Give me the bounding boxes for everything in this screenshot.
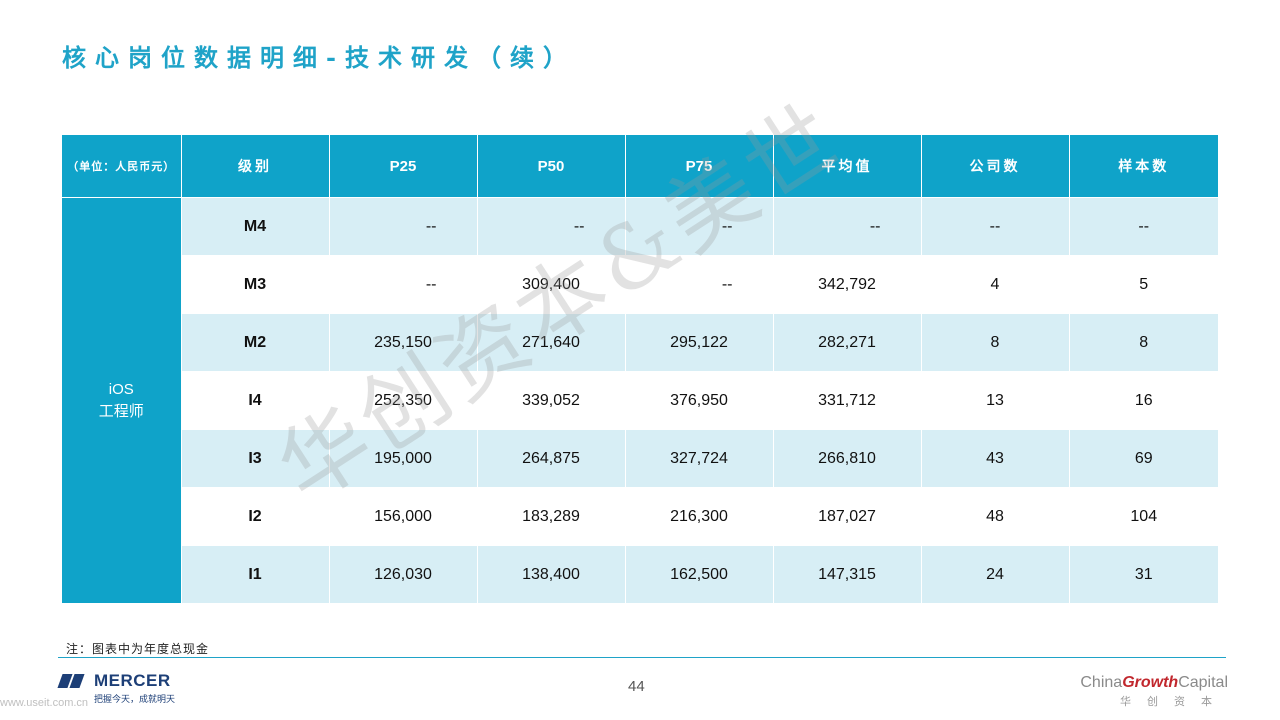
page-title: 核心岗位数据明细-技术研发（续） [62, 43, 576, 72]
cell-average: 342,792 [773, 255, 922, 314]
cell-average: 282,271 [773, 313, 922, 372]
cell-p50: 339,052 [477, 371, 626, 430]
header-p25: P25 [329, 135, 478, 198]
group-label-line2: 工程师 [98, 402, 144, 420]
cell-p75: 162,500 [625, 545, 774, 603]
cell-p75: 327,724 [625, 429, 774, 488]
cell-company-count: 43 [921, 429, 1070, 488]
cgc-prefix: China [1080, 674, 1123, 691]
footer-divider [58, 657, 1226, 658]
cell-sample-count: 8 [1069, 313, 1218, 372]
cell-p25: 195,000 [329, 429, 478, 488]
cgc-chinese-name: 华创资本 [1120, 695, 1228, 708]
cell-p25: 252,350 [329, 371, 478, 430]
cell-p50: 138,400 [477, 545, 626, 603]
cell-p25: -- [329, 255, 478, 314]
cell-p25: -- [329, 197, 478, 256]
table-row: M3 -- 309,400 -- 342,792 4 5 [62, 255, 1218, 314]
compensation-table: （单位：人民币元） 级别 P25 P50 P75 平均值 公司数 样本数 iOS… [62, 135, 1218, 603]
cell-p75: 376,950 [625, 371, 774, 430]
cell-level: I2 [181, 487, 330, 546]
cell-company-count: 4 [921, 255, 1070, 314]
cell-sample-count: 69 [1069, 429, 1218, 488]
cell-average: 187,027 [773, 487, 922, 546]
cell-p50: -- [477, 197, 626, 256]
table-row: I2 156,000 183,289 216,300 187,027 48 10… [62, 487, 1218, 546]
cell-level: M3 [181, 255, 330, 314]
header-average: 平均值 [773, 135, 922, 198]
cell-sample-count: -- [1069, 197, 1218, 256]
cell-level: I1 [181, 545, 330, 603]
table-header-row: （单位：人民币元） 级别 P25 P50 P75 平均值 公司数 样本数 [62, 135, 1218, 198]
cell-sample-count: 104 [1069, 487, 1218, 546]
cell-average: 147,315 [773, 545, 922, 603]
header-sample-count: 样本数 [1069, 135, 1218, 198]
cell-company-count: 48 [921, 487, 1070, 546]
header-company-count: 公司数 [921, 135, 1070, 198]
cell-p75: 295,122 [625, 313, 774, 372]
table-row: I3 195,000 264,875 327,724 266,810 43 69 [62, 429, 1218, 488]
cell-p75: 216,300 [625, 487, 774, 546]
mercer-mark-icon [57, 674, 88, 688]
china-growth-capital-logo: ChinaGrowthCapital 华创资本 [1080, 674, 1228, 709]
cell-p25: 235,150 [329, 313, 478, 372]
cell-p25: 156,000 [329, 487, 478, 546]
cell-average: -- [773, 197, 922, 256]
header-unit: （单位：人民币元） [62, 135, 182, 198]
cell-average: 331,712 [773, 371, 922, 430]
cell-company-count: 8 [921, 313, 1070, 372]
cell-p75: -- [625, 197, 774, 256]
cgc-growth: Growth [1122, 674, 1179, 691]
cell-p25: 126,030 [329, 545, 478, 603]
cell-company-count: -- [921, 197, 1070, 256]
cell-p75: -- [625, 255, 774, 314]
header-p75: P75 [625, 135, 774, 198]
cell-company-count: 13 [921, 371, 1070, 430]
cell-level: M4 [181, 197, 330, 256]
header-level: 级别 [181, 135, 330, 198]
cgc-suffix: Capital [1178, 674, 1228, 691]
group-label: iOS 工程师 [62, 197, 182, 603]
group-label-line1: iOS [108, 380, 134, 398]
cell-p50: 271,640 [477, 313, 626, 372]
cell-p50: 309,400 [477, 255, 626, 314]
cell-sample-count: 31 [1069, 545, 1218, 603]
footnote: 注：图表中为年度总现金 [66, 642, 210, 656]
source-url-watermark: www.useit.com.cn [0, 697, 89, 709]
cell-sample-count: 5 [1069, 255, 1218, 314]
cell-p50: 183,289 [477, 487, 626, 546]
cell-sample-count: 16 [1069, 371, 1218, 430]
page-number: 44 [628, 678, 645, 695]
cell-level: I3 [181, 429, 330, 488]
header-p50: P50 [477, 135, 626, 198]
table-row: iOS 工程师 M4 -- -- -- -- -- -- [62, 197, 1218, 603]
table-row: M2 235,150 271,640 295,122 282,271 8 8 [62, 313, 1218, 372]
cell-p50: 264,875 [477, 429, 626, 488]
table-row: I4 252,350 339,052 376,950 331,712 13 16 [62, 371, 1218, 430]
mercer-logo: MERCER 把握今天，成就明天 [57, 671, 176, 705]
cell-average: 266,810 [773, 429, 922, 488]
mercer-wordmark: MERCER [94, 671, 171, 690]
cell-company-count: 24 [921, 545, 1070, 603]
mercer-tagline: 把握今天，成就明天 [94, 695, 176, 705]
table-row: I1 126,030 138,400 162,500 147,315 24 31 [62, 545, 1218, 603]
cell-level: I4 [181, 371, 330, 430]
cell-level: M2 [181, 313, 330, 372]
